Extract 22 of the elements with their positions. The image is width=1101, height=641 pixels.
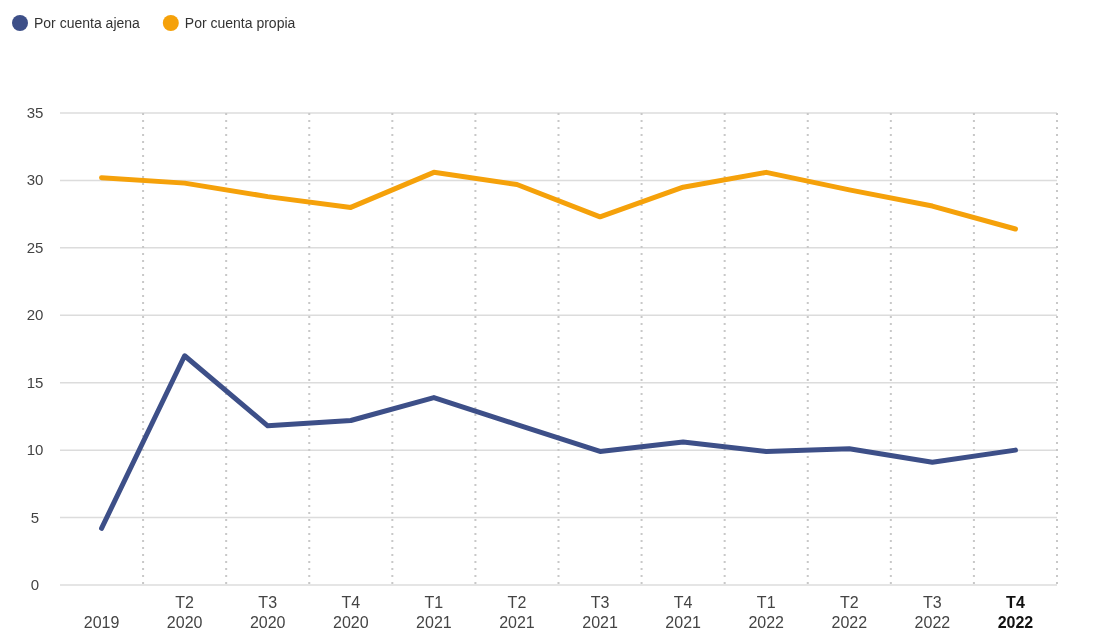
legend-label: Por cuenta ajena bbox=[34, 15, 141, 31]
y-tick-label: 5 bbox=[30, 508, 40, 526]
x-tick-label: T2 2020 bbox=[166, 594, 203, 631]
y-tick-label: 20 bbox=[26, 306, 44, 324]
y-tick-label: 15 bbox=[26, 373, 44, 391]
x-tick-label: T3 2020 bbox=[249, 594, 286, 631]
x-tick-label: T4 2021 bbox=[665, 594, 702, 631]
y-tick-label: 10 bbox=[26, 441, 44, 459]
y-tick-label: 0 bbox=[30, 576, 40, 593]
x-tick-label: T1 2021 bbox=[416, 594, 452, 631]
x-tick-label: T1 2022 bbox=[748, 594, 785, 631]
x-tick-label: 2019 bbox=[83, 614, 120, 631]
x-tick-label: T3 2021 bbox=[582, 594, 618, 631]
legend-label: Por cuenta propia bbox=[184, 15, 296, 31]
x-tick-label: T2 2021 bbox=[499, 594, 535, 631]
x-tick-label: T4 2020 bbox=[332, 594, 369, 631]
y-tick-label: 25 bbox=[26, 238, 44, 256]
x-tick-label: T2 2022 bbox=[831, 594, 868, 631]
y-tick-label: 35 bbox=[26, 104, 44, 121]
x-tick-label: T4 2022 bbox=[997, 594, 1034, 631]
x-tick-label: T3 2022 bbox=[914, 594, 951, 631]
y-tick-label: 30 bbox=[26, 171, 44, 189]
